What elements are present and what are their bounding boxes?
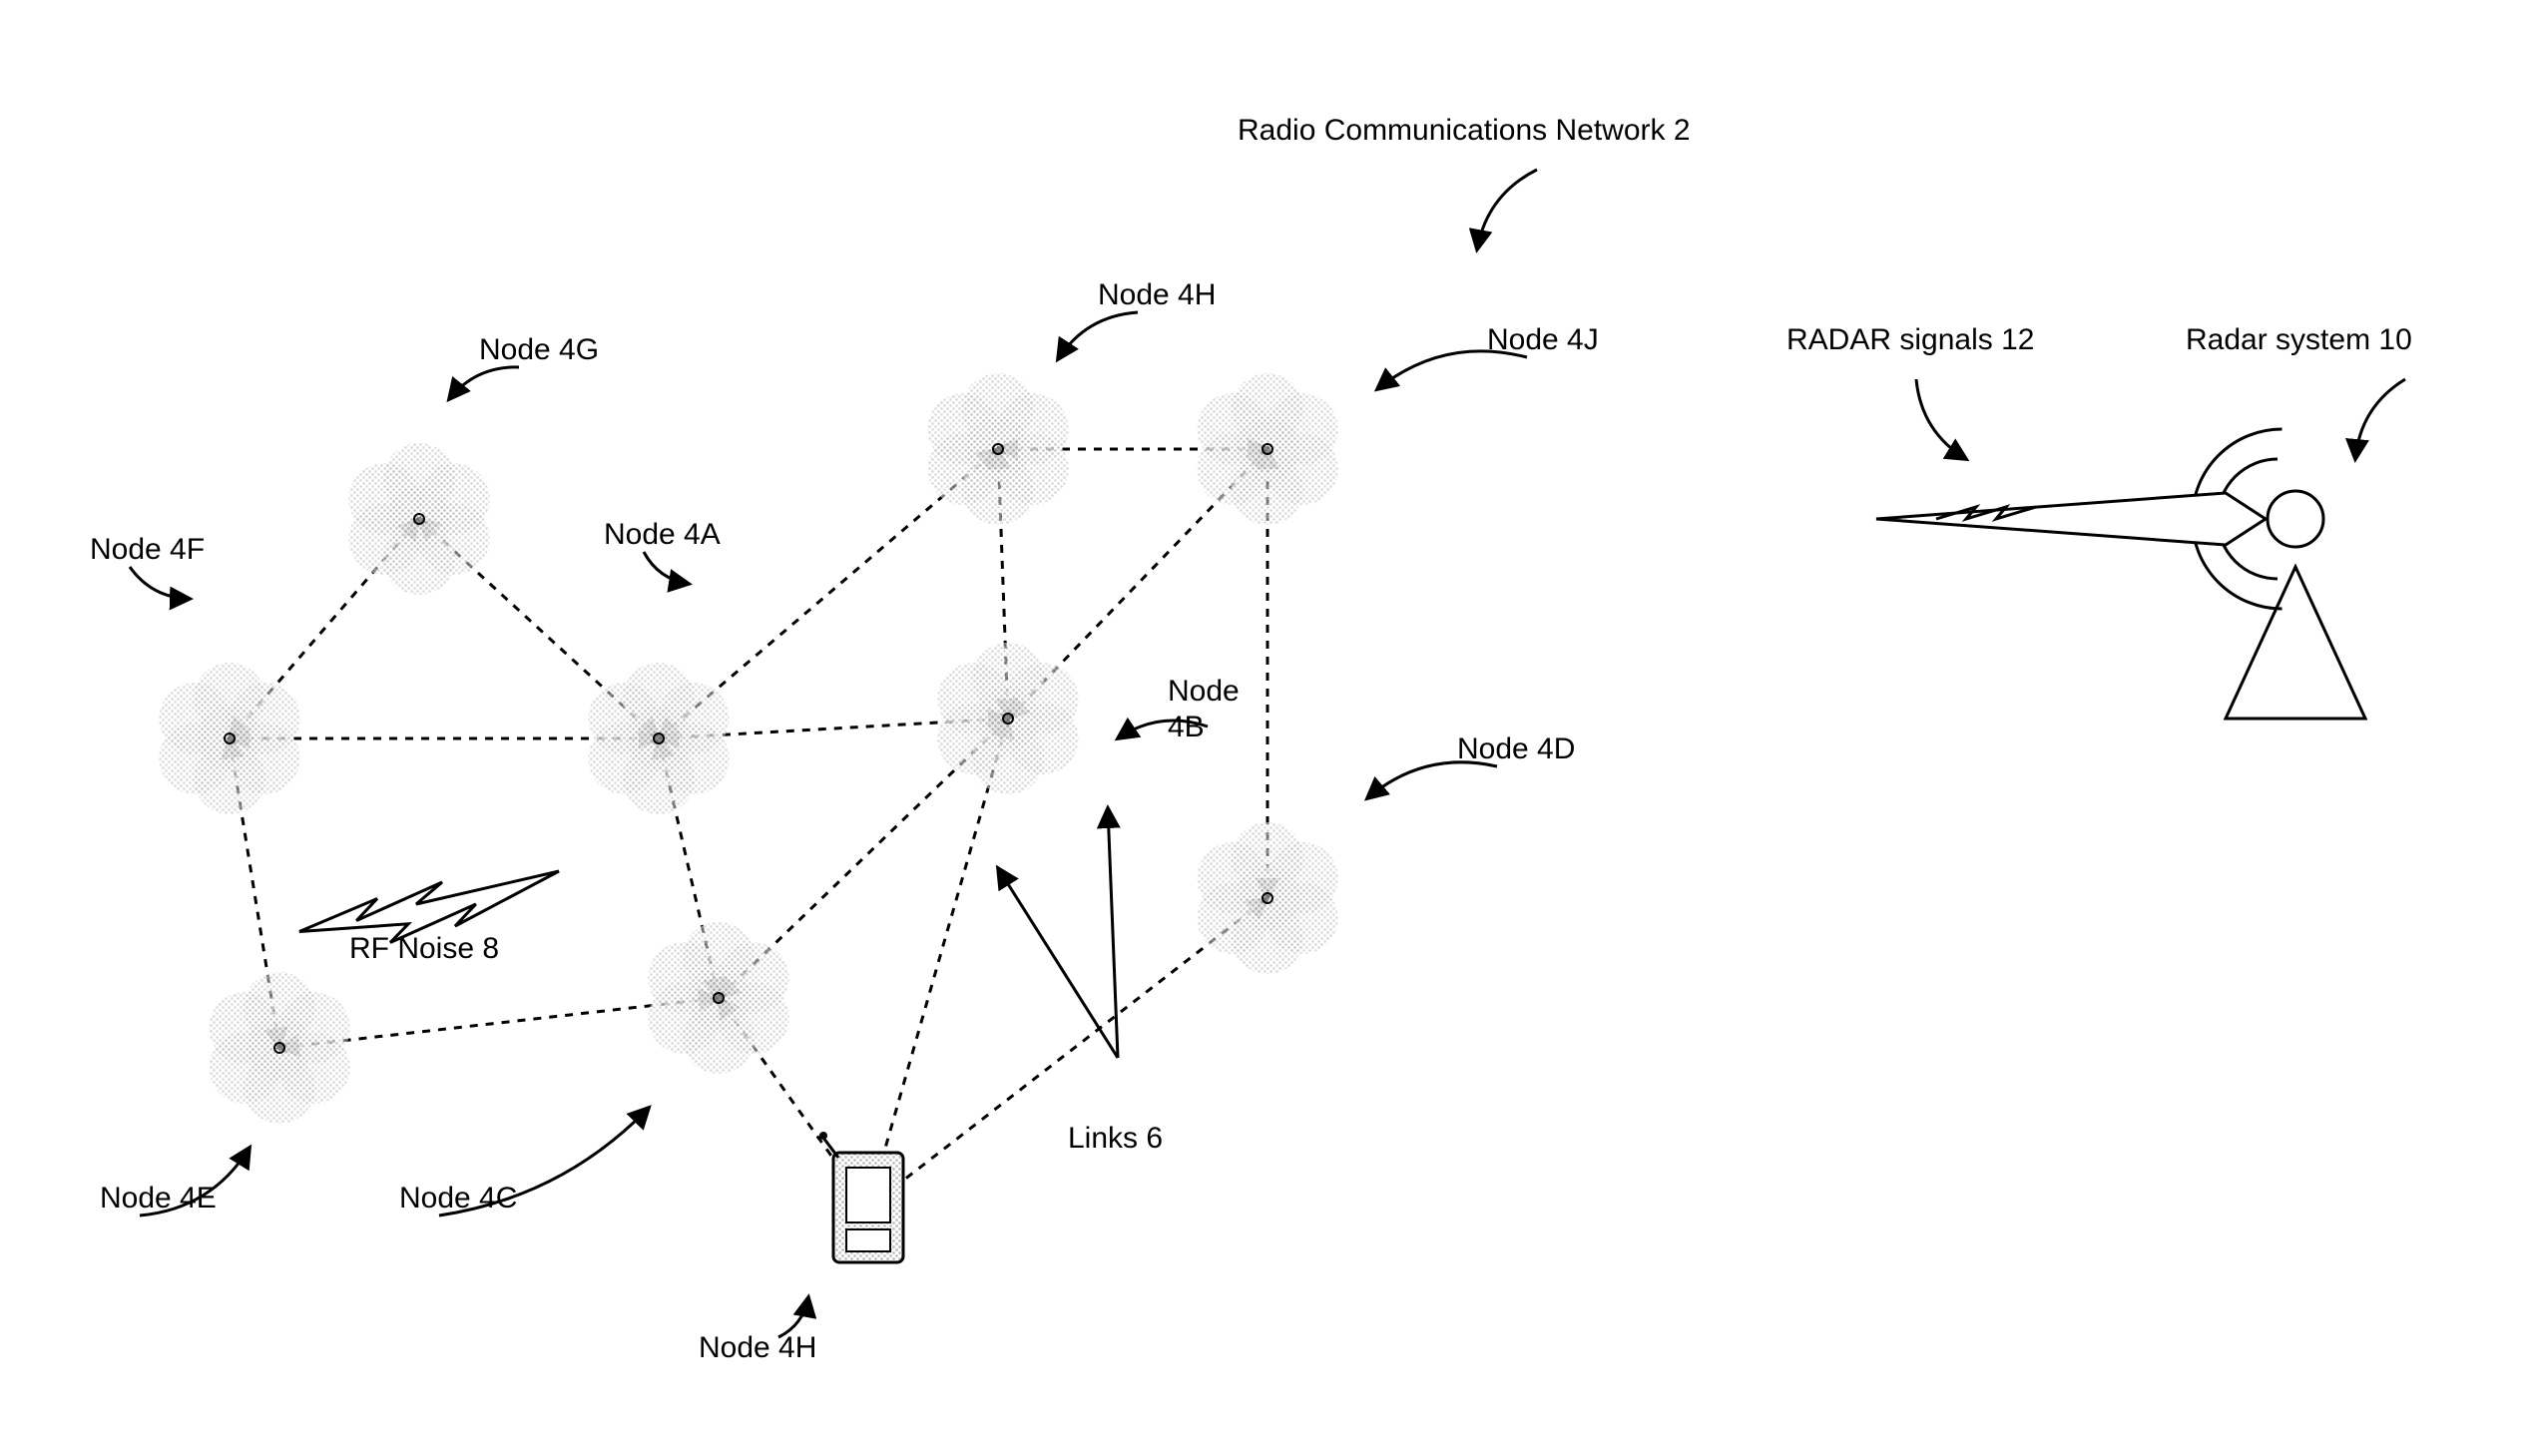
free-label: Radar system 10 [2186,323,2412,356]
node-4D [1197,822,1337,974]
leader-arrow [1058,312,1138,359]
link-device-4B [868,719,1008,1208]
node-4E [209,972,349,1124]
leader-arrow [644,552,689,584]
radar-system [1876,429,2365,719]
free-label: Links 6 [1068,1122,1163,1155]
node-label-4B: Node [1168,675,1240,708]
free-label: RF Noise 8 [349,932,499,965]
node-4A [588,663,729,814]
links6-pointer [998,868,1118,1058]
leader-arrow [130,567,190,599]
leader-arrow [1477,170,1537,249]
node-label-4D: Node 4D [1457,732,1575,765]
node-label-4C: Node 4C [399,1182,517,1214]
node-label-4G: Node 4G [479,333,599,366]
leader-arrow [1916,379,1966,459]
leader-arrow [1377,351,1527,389]
node-4C [648,922,788,1074]
diagram-canvas: Node 4GNode 4FNode 4ENode 4ANode 4CNode … [0,0,2533,1456]
leader-arrow [2355,379,2405,459]
node-4H [927,373,1068,525]
node-label-4B-2: 4B [1168,711,1205,743]
link-device-4D [868,898,1267,1208]
node-label-4H: Node 4H [1098,278,1216,311]
node-label-4A: Node 4A [604,518,721,551]
node-4F [159,663,299,814]
node-4J [1197,373,1337,525]
node-4G [348,443,489,595]
node-4B [937,643,1078,794]
node-label-4F: Node 4F [90,533,205,566]
device-node [819,1132,903,1262]
free-label: Radio Communications Network 2 [1238,114,1691,147]
device-label: Node 4H [699,1331,816,1364]
leader-arrow [1367,762,1497,798]
free-label: RADAR signals 12 [1786,323,2034,356]
radar-beam [1876,493,2266,545]
leader-arrow [449,367,519,399]
